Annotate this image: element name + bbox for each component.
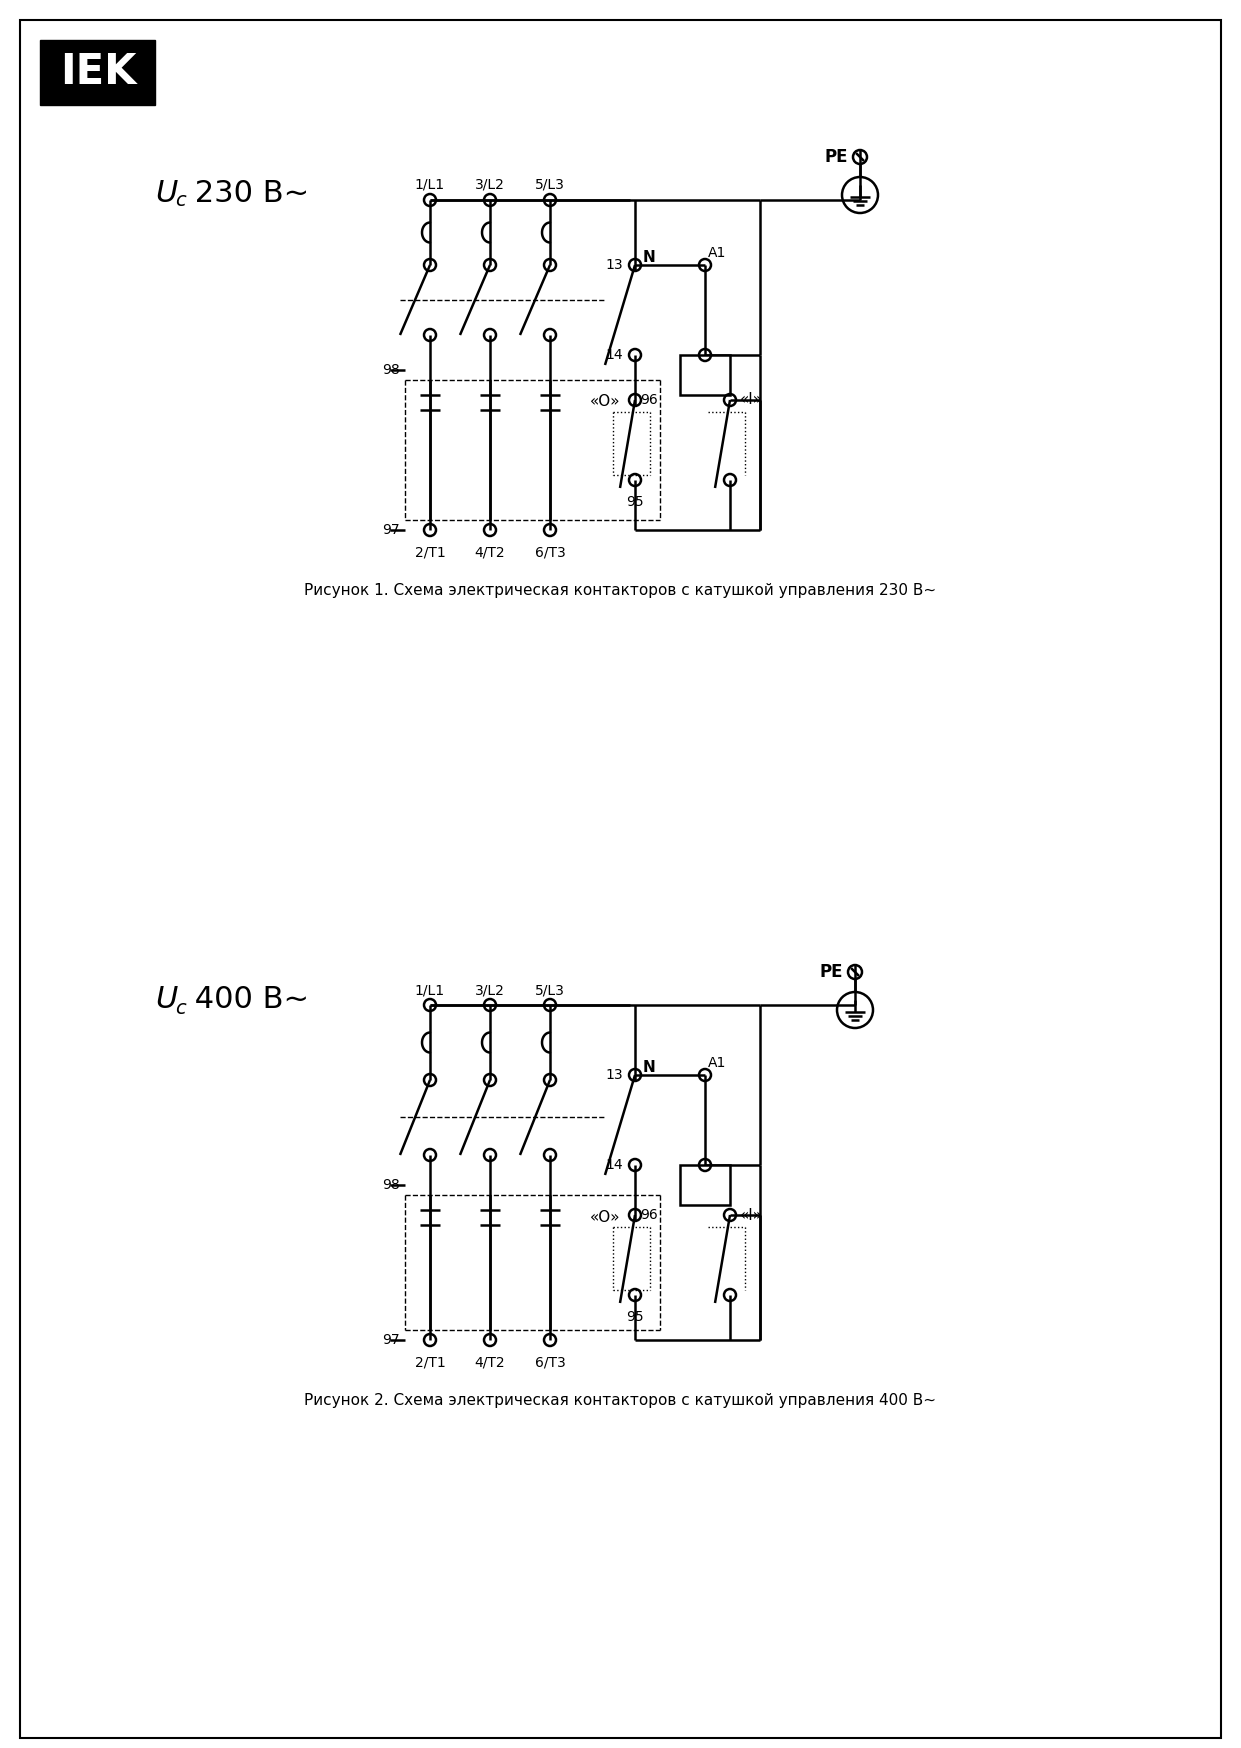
Text: 5/L3: 5/L3: [535, 178, 565, 192]
Text: «O»: «O»: [589, 1210, 620, 1225]
Text: 97: 97: [382, 1334, 400, 1348]
Text: 2/T1: 2/T1: [414, 1355, 446, 1369]
Text: 96: 96: [640, 1208, 658, 1222]
Text: c: c: [175, 192, 186, 210]
Text: 98: 98: [382, 1178, 400, 1192]
Text: 13: 13: [606, 1068, 623, 1082]
Text: U: U: [155, 178, 177, 208]
Text: PE: PE: [824, 149, 848, 166]
Text: N: N: [643, 250, 655, 264]
Text: 98: 98: [382, 364, 400, 378]
FancyBboxPatch shape: [40, 40, 155, 105]
Text: 1/L1: 1/L1: [414, 982, 446, 996]
Text: «I»: «I»: [740, 1208, 763, 1222]
Text: 97: 97: [382, 523, 400, 537]
Text: IEK: IEK: [60, 51, 137, 93]
Text: 5/L3: 5/L3: [535, 982, 565, 996]
Text: 400 В~: 400 В~: [185, 986, 309, 1014]
Text: 96: 96: [640, 393, 658, 407]
Text: 230 В~: 230 В~: [185, 178, 309, 208]
Text: 6/T3: 6/T3: [535, 1355, 566, 1369]
Text: Рисунок 2. Схема электрическая контакторов с катушкой управления 400 В~: Рисунок 2. Схема электрическая контактор…: [304, 1393, 936, 1407]
Text: 14: 14: [606, 348, 623, 362]
Text: 14: 14: [606, 1157, 623, 1171]
Text: N: N: [643, 1059, 655, 1075]
Text: 4/T2: 4/T2: [475, 545, 505, 559]
Text: 6/T3: 6/T3: [535, 545, 566, 559]
Text: «I»: «I»: [740, 393, 763, 407]
Bar: [680, 1164, 730, 1204]
Bar: [680, 355, 730, 395]
Text: A1: A1: [709, 246, 726, 260]
Text: 95: 95: [627, 1309, 644, 1323]
Text: U: U: [155, 986, 177, 1014]
Text: A1: A1: [709, 1056, 726, 1070]
Text: 2/T1: 2/T1: [414, 545, 446, 559]
Text: PE: PE: [819, 963, 843, 981]
Text: «O»: «O»: [589, 395, 620, 409]
Text: 1/L1: 1/L1: [414, 178, 446, 192]
Text: 3/L2: 3/L2: [475, 178, 505, 192]
Text: 13: 13: [606, 259, 623, 273]
Text: 95: 95: [627, 495, 644, 509]
Text: 3/L2: 3/L2: [475, 982, 505, 996]
Text: c: c: [175, 998, 186, 1017]
Text: A2: A2: [709, 360, 726, 374]
Text: A2: A2: [709, 1169, 726, 1183]
Text: 4/T2: 4/T2: [475, 1355, 505, 1369]
Text: Рисунок 1. Схема электрическая контакторов с катушкой управления 230 В~: Рисунок 1. Схема электрическая контактор…: [304, 582, 936, 598]
